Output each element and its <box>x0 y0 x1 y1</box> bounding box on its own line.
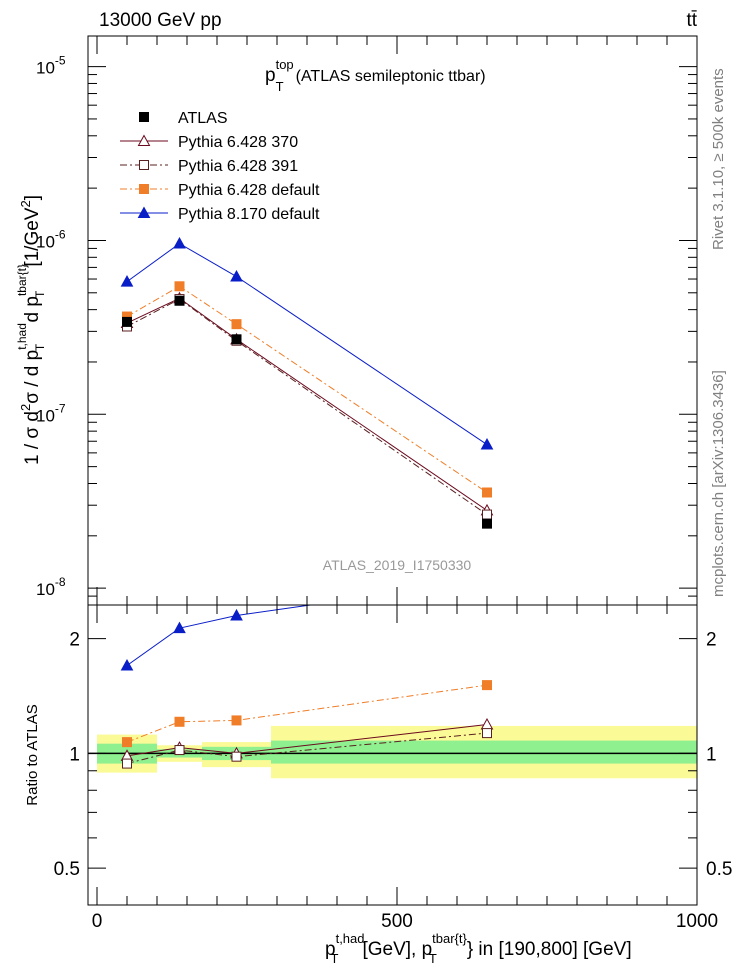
legend-marker <box>137 206 151 218</box>
main-point-pythia-8-170-default <box>173 237 186 249</box>
ratio-line-pythia-6-428-370 <box>126 724 488 757</box>
main-y-tick-labels: 10-8 10-7 10-6 10-5 <box>36 54 66 600</box>
title-sup: top <box>276 57 294 72</box>
main-point-pythia-8-170-default <box>230 270 243 282</box>
ratio-point-pythia-6-428-370 <box>480 717 494 730</box>
main-point-atlas <box>122 316 132 327</box>
main-y-tick-label: 10-5 <box>36 54 66 78</box>
main-point-atlas <box>174 295 185 306</box>
main-y-tick-label: 10-6 <box>36 227 66 251</box>
legend-label: ATLAS <box>178 110 228 127</box>
stat-uncertainty-band <box>271 740 697 764</box>
main-line-pythia-8-170-default <box>126 242 488 445</box>
main-point-atlas <box>231 334 242 345</box>
main-line-pythia-6-428-default <box>126 285 488 493</box>
ratio-series-pythia-6-428-391 <box>122 728 492 769</box>
legend-item-pythia-6-428-391: Pythia 6.428 391 <box>120 158 298 175</box>
x-tick-label: 1000 <box>676 911 718 932</box>
plot-title: ptop T (ATLAS semileptonic ttbar) <box>265 57 486 94</box>
legend-item-pythia-6-428-370: Pythia 6.428 370 <box>120 134 298 151</box>
legend-marker <box>139 112 149 122</box>
ratio-y-tick-label-right: 1 <box>706 744 717 765</box>
ratio-point-pythia-6-428-default <box>231 715 242 726</box>
x-tick-labels: 0 500 1000 <box>92 911 718 932</box>
ratio-line-pythia-8-170-default <box>126 605 314 666</box>
ratio-point-pythia-6-428-default <box>482 680 492 691</box>
main-point-pythia-6-428-default <box>482 487 492 498</box>
ratio-y-tick-label-right: 0.5 <box>706 859 732 880</box>
main-series-pythia-6-428-391 <box>122 294 492 520</box>
ratio-point-pythia-8-170-default <box>120 658 134 671</box>
main-series-pythia-6-428-default <box>122 281 492 498</box>
uncertainty-bands <box>97 725 697 779</box>
ratio-y-tick-label: 0.5 <box>54 859 80 880</box>
analysis-id: ATLAS_2019_I1750330 <box>323 557 472 573</box>
ratio-point-pythia-6-428-391 <box>231 751 242 762</box>
ratio-point-pythia-6-428-default <box>122 737 132 748</box>
mcplots-label: mcplots.cern.ch [arXiv:1306.3436] <box>710 370 727 597</box>
x-tick-label: 0 <box>92 911 103 932</box>
ratio-point-pythia-8-170-default <box>482 574 493 584</box>
main-series-group <box>120 237 494 529</box>
ratio-point-pythia-6-428-391 <box>122 758 132 769</box>
rivet-label: Rivet 3.1.10, ≥ 500k events <box>710 68 727 250</box>
main-point-pythia-8-170-default <box>120 275 134 287</box>
ratio-frame <box>87 604 698 906</box>
title-sub: T <box>276 79 284 94</box>
x-axis-label: pt,had T [GeV], ptbar{t} T} in [190,800] [G… <box>325 931 632 966</box>
main-line-pythia-6-428-391 <box>126 298 488 515</box>
ratio-panel: 0.5 0.5 1 1 2 2 0 500 1000 Ratio to ATLAS pt,ha… <box>24 574 733 966</box>
main-y-tick-label: 10-7 <box>36 401 66 425</box>
legend-label: Pythia 6.428 391 <box>178 158 298 175</box>
legend-item-atlas: ATLAS <box>139 110 228 127</box>
title-rest: (ATLAS semileptonic ttbar) <box>296 68 486 85</box>
main-axis-ticks <box>88 36 698 606</box>
main-series-pythia-8-170-default <box>120 237 494 450</box>
main-point-pythia-8-170-default <box>480 438 494 450</box>
main-point-atlas <box>482 518 492 529</box>
ratio-y-axis-label: Ratio to ATLAS <box>24 704 41 805</box>
ratio-point-pythia-8-170-default <box>173 621 186 634</box>
ratio-point-pythia-6-428-391 <box>482 728 492 739</box>
main-panel: 10-8 10-7 10-6 10-5 ptop T (ATLAS semileptoni… <box>15 35 698 606</box>
main-y-axis-label-text: 1 / σ d2σ / d pt,had T d ptbar{t} T[1/GeV2… <box>15 195 47 465</box>
legend: ATLAS Pythia 6.428 370 Pythia 6.428 391 Pyt… <box>120 110 320 223</box>
ratio-y-tick-label: 1 <box>69 744 80 765</box>
ratio-series-pythia-8-170-default <box>120 574 493 671</box>
legend-marker <box>139 160 149 170</box>
process-label: tt̄ <box>686 10 697 31</box>
main-point-pythia-6-428-default <box>231 319 242 330</box>
ratio-point-pythia-8-170-default <box>230 608 243 621</box>
main-series-pythia-6-428-370 <box>120 291 494 516</box>
legend-item-pythia-6-428-default: Pythia 6.428 default <box>120 182 320 199</box>
ratio-series-pythia-6-428-default <box>122 680 492 748</box>
legend-label: Pythia 6.428 default <box>178 182 320 199</box>
main-line-pythia-6-428-370 <box>126 297 488 511</box>
ratio-y-tick-label: 2 <box>69 630 80 651</box>
title-main: p <box>265 65 276 86</box>
ratio-y-tick-label-right: 2 <box>706 630 717 651</box>
main-point-pythia-6-428-391 <box>482 509 492 520</box>
x-tick-label: 500 <box>381 911 413 932</box>
ratio-axis-ticks <box>88 605 698 905</box>
legend-label: Pythia 6.428 370 <box>178 134 298 151</box>
energy-label: 13000 GeV pp <box>99 10 222 31</box>
ratio-point-pythia-6-428-default <box>174 716 185 727</box>
main-series-atlas <box>122 295 492 529</box>
ratio-y-tick-labels: 0.5 0.5 1 1 2 2 <box>54 630 733 880</box>
legend-item-pythia-8-170-default: Pythia 8.170 default <box>120 206 320 223</box>
legend-label: Pythia 8.170 default <box>178 206 320 223</box>
legend-marker <box>137 134 151 146</box>
ratio-series-group <box>120 574 494 769</box>
main-y-axis-label: 1 / σ d2σ / d pt,had T d ptbar{t} T[1/GeV2… <box>15 195 47 465</box>
legend-marker <box>139 184 149 194</box>
main-y-tick-label: 10-8 <box>36 575 66 599</box>
main-point-pythia-6-428-default <box>174 281 185 292</box>
ratio-point-pythia-6-428-391 <box>174 745 185 756</box>
